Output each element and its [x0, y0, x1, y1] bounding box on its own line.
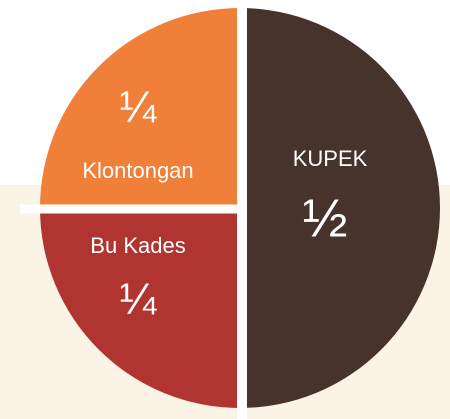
pie-slice — [40, 208, 240, 408]
pie-slice — [40, 8, 240, 208]
value-label: ¼ — [120, 275, 158, 324]
labels: KUPEK ½ Bu Kades ¼ Klontongan ¼ — [82, 83, 367, 324]
pie — [40, 8, 440, 408]
pie-slice — [240, 8, 440, 408]
value-label: ½ — [302, 188, 347, 248]
slice-label: Bu Kades — [90, 233, 185, 258]
slice-label: KUPEK — [293, 146, 368, 171]
slice-label: Klontongan — [82, 158, 193, 183]
value-label: ¼ — [120, 83, 158, 132]
